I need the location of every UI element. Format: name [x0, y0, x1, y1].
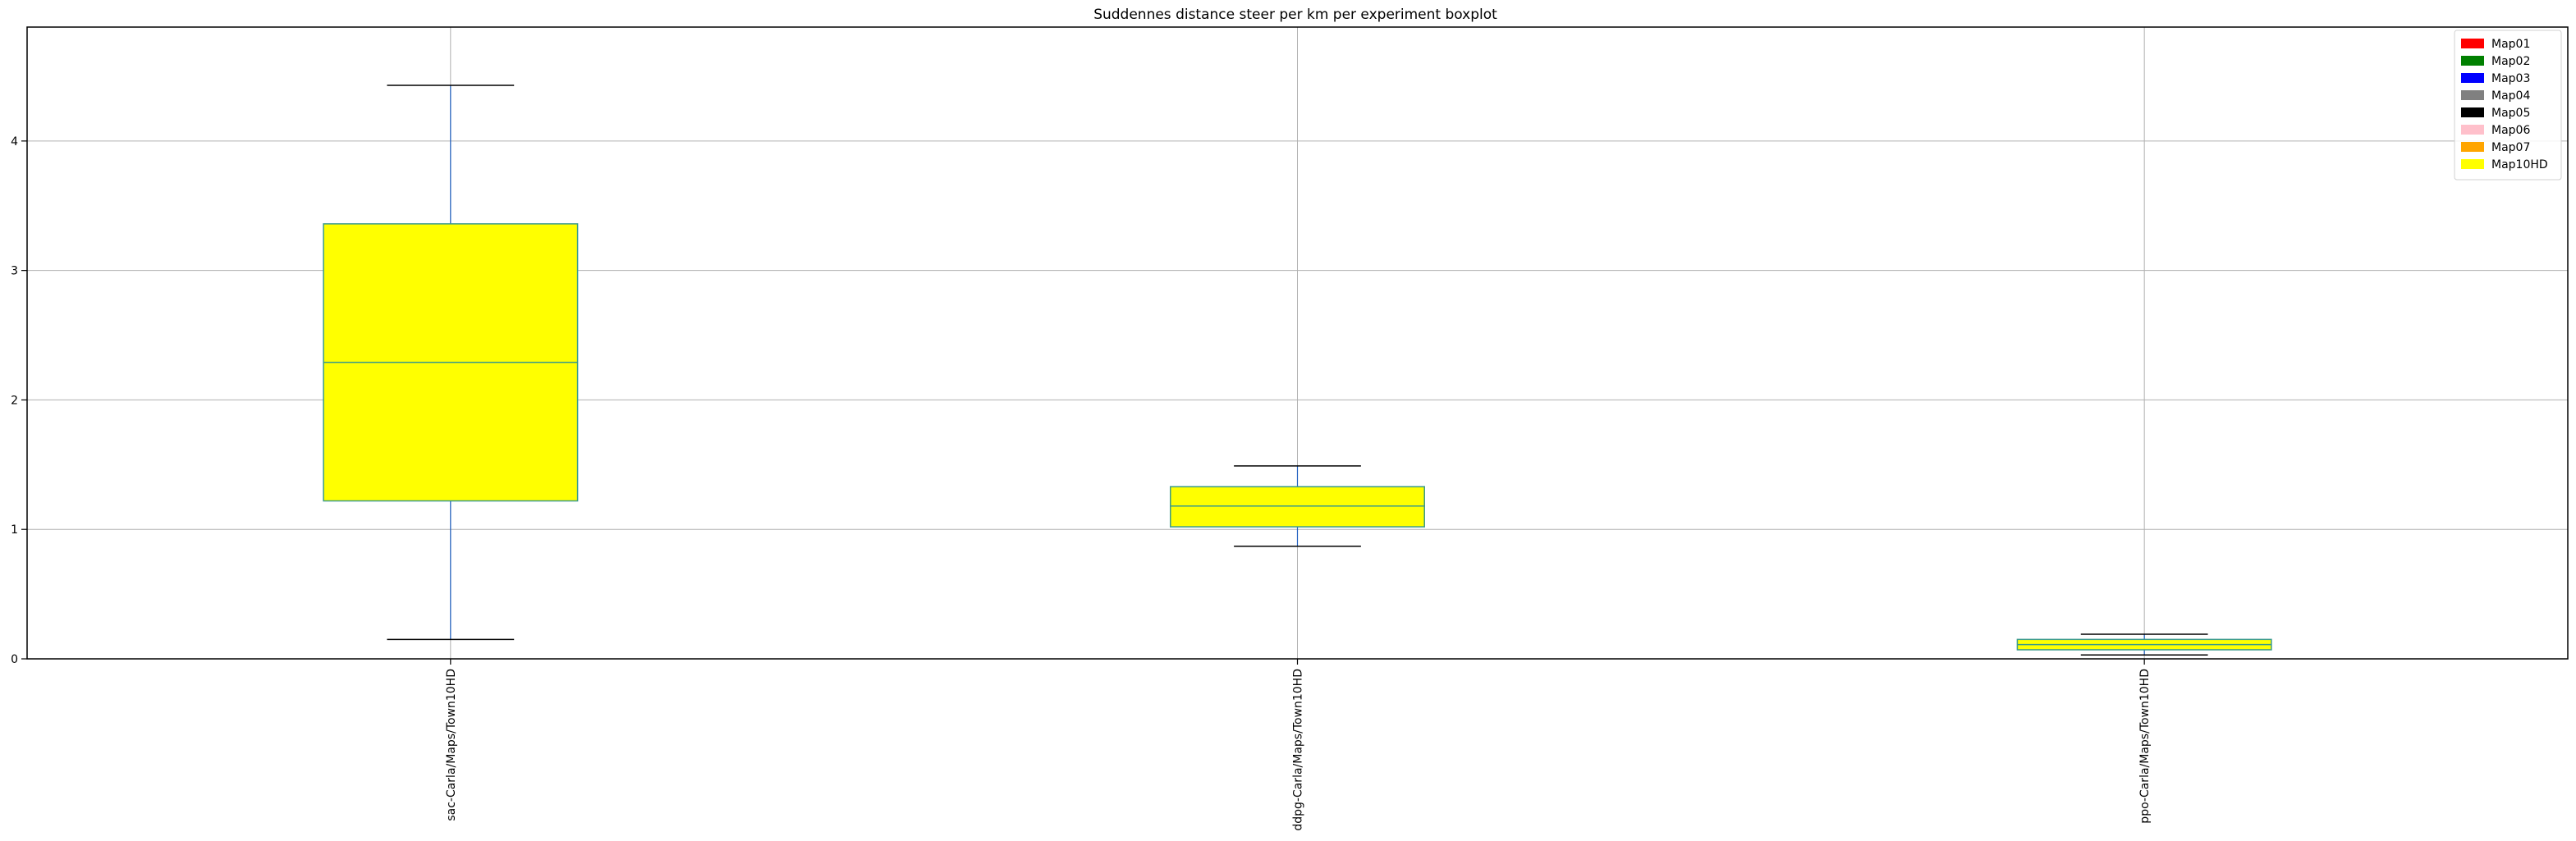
legend-label: Map02 [2491, 55, 2530, 68]
legend-label: Map05 [2491, 107, 2530, 120]
y-tick-label: 4 [11, 135, 18, 149]
axis-layer: 0 1 2 3 4 sac-Carla/Maps/Town10HD ddpg-Carla/M… [11, 135, 2152, 831]
legend-label: Map10HD [2491, 158, 2548, 171]
chart-title: Suddennes distance steer per km per expe… [1093, 7, 1497, 23]
legend-label: Map04 [2491, 89, 2530, 103]
box-body [1170, 486, 1425, 528]
x-tick-label: ppo-Carla/Maps/Town10HD [2138, 669, 2152, 824]
y-tick-label: 2 [11, 394, 18, 407]
y-tick-label: 3 [11, 265, 18, 278]
legend-label: Map03 [2491, 72, 2530, 85]
legend-swatch [2461, 125, 2484, 135]
legend-label: Map07 [2491, 141, 2530, 154]
legend-label: Map06 [2491, 124, 2530, 137]
y-tick-label: 0 [11, 653, 18, 666]
legend-frame [2454, 30, 2562, 181]
x-tick-label: ddpg-Carla/Maps/Town10HD [1292, 669, 1305, 831]
legend-swatch [2461, 56, 2484, 66]
legend-swatch [2461, 142, 2484, 152]
legend-label: Map01 [2491, 38, 2530, 51]
legend-swatch [2461, 39, 2484, 48]
legend: Map01 Map02 Map03 Map04 Map05 Map06 Map07 Map10… [2454, 30, 2562, 181]
legend-swatch [2461, 107, 2484, 117]
legend-swatch [2461, 159, 2484, 169]
legend-swatch [2461, 90, 2484, 100]
legend-swatch [2461, 73, 2484, 83]
boxes-layer [323, 85, 2272, 656]
y-tick-label: 1 [11, 523, 18, 537]
x-tick-label: sac-Carla/Maps/Town10HD [445, 669, 458, 821]
